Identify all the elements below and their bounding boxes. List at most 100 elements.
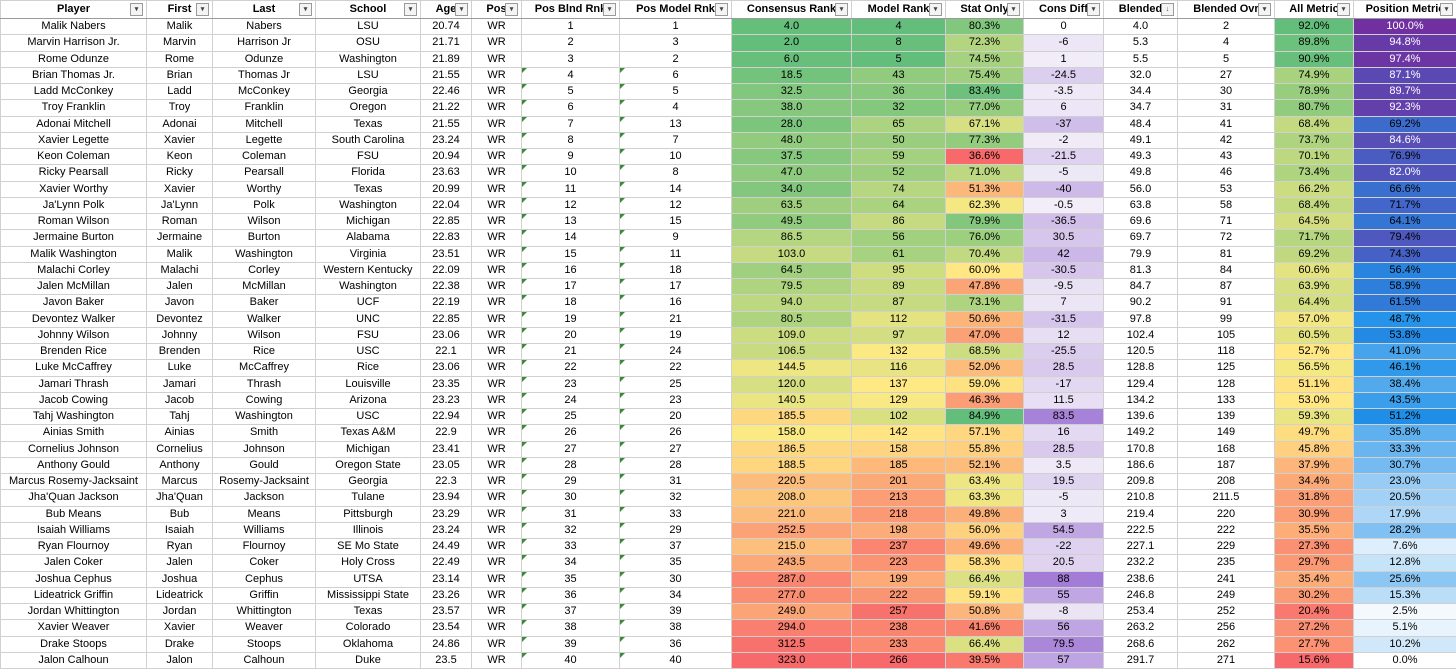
cell-position-metric[interactable]: 97.4% (1353, 50, 1456, 68)
cell-stat-only[interactable]: 70.4% (945, 245, 1024, 263)
cell-pos[interactable]: WR (471, 212, 522, 231)
cell-model-rank[interactable]: 97 (851, 326, 946, 345)
cell-consensus-rank[interactable]: 109.0 (731, 326, 852, 345)
cell-all-metric[interactable]: 49.7% (1274, 424, 1354, 442)
cell-consensus-rank[interactable]: 221.0 (731, 505, 852, 523)
column-header-all-metric[interactable]: All Metric ▾ (1274, 0, 1354, 19)
cell-consensus-rank[interactable]: 64.5 (731, 261, 852, 280)
cell-blended-ovr[interactable]: 208 (1177, 472, 1275, 491)
cell-school[interactable]: OSU (315, 34, 421, 52)
cell-player[interactable]: Isaiah Williams (0, 521, 147, 540)
cell-pos[interactable]: WR (471, 424, 522, 442)
cell-age[interactable]: 22.04 (420, 196, 472, 215)
cell-blended-ovr[interactable]: 271 (1177, 651, 1275, 669)
cell-model-rank[interactable]: 86 (851, 212, 946, 231)
cell-last[interactable]: Flournoy (212, 537, 316, 556)
cell-cons-diff[interactable]: 1 (1023, 50, 1104, 68)
cell-cons-diff[interactable]: -40 (1023, 180, 1104, 198)
cell-first[interactable]: Xavier (146, 180, 213, 198)
cell-cons-diff[interactable]: -24.5 (1023, 66, 1104, 85)
cell-pos-model-rnk[interactable]: 2 (619, 50, 732, 68)
cell-consensus-rank[interactable]: 208.0 (731, 489, 852, 507)
cell-first[interactable]: Devontez (146, 310, 213, 328)
cell-position-metric[interactable]: 30.7% (1353, 456, 1456, 475)
cell-first[interactable]: Jha'Quan (146, 489, 213, 507)
cell-pos-model-rnk[interactable]: 39 (619, 602, 732, 621)
cell-last[interactable]: McMillan (212, 277, 316, 296)
cell-stat-only[interactable]: 52.0% (945, 359, 1024, 377)
cell-consensus-rank[interactable]: 32.5 (731, 82, 852, 101)
filter-dropdown-icon[interactable]: ▾ (1007, 3, 1020, 16)
cell-player[interactable]: Marvin Harrison Jr. (0, 34, 147, 52)
cell-age[interactable]: 23.51 (420, 245, 472, 263)
cell-pos-blnd-rnk[interactable]: 37 (521, 602, 620, 621)
cell-position-metric[interactable]: 82.0% (1353, 164, 1456, 182)
cell-school[interactable]: Washington (315, 50, 421, 68)
cell-pos-model-rnk[interactable]: 40 (619, 651, 732, 669)
cell-position-metric[interactable]: 28.2% (1353, 521, 1456, 540)
cell-first[interactable]: Lideatrick (146, 586, 213, 605)
cell-model-rank[interactable]: 61 (851, 245, 946, 263)
cell-player[interactable]: Rome Odunze (0, 50, 147, 68)
cell-last[interactable]: Coker (212, 554, 316, 572)
cell-stat-only[interactable]: 49.8% (945, 505, 1024, 523)
cell-position-metric[interactable]: 35.8% (1353, 424, 1456, 442)
cell-last[interactable]: Cowing (212, 391, 316, 410)
cell-pos-blnd-rnk[interactable]: 2 (521, 34, 620, 52)
cell-blended-ovr[interactable]: 105 (1177, 326, 1275, 345)
column-header-cons-diff[interactable]: Cons Diff ▾ (1023, 0, 1104, 19)
cell-school[interactable]: Mississippi State (315, 586, 421, 605)
cell-cons-diff[interactable]: -5 (1023, 164, 1104, 182)
cell-model-rank[interactable]: 65 (851, 115, 946, 133)
cell-blended-ovr[interactable]: 168 (1177, 440, 1275, 458)
filter-dropdown-icon[interactable]: ▾ (835, 3, 848, 16)
cell-stat-only[interactable]: 47.8% (945, 277, 1024, 296)
cell-blended-ovr[interactable]: 235 (1177, 554, 1275, 572)
cell-last[interactable]: McCaffrey (212, 359, 316, 377)
cell-pos[interactable]: WR (471, 115, 522, 133)
cell-age[interactable]: 23.54 (420, 619, 472, 637)
cell-pos-blnd-rnk[interactable]: 40 (521, 651, 620, 669)
cell-pos-model-rnk[interactable]: 5 (619, 82, 732, 101)
cell-blended[interactable]: 49.8 (1103, 164, 1178, 182)
cell-school[interactable]: SE Mo State (315, 537, 421, 556)
cell-first[interactable]: Marvin (146, 34, 213, 52)
cell-blended[interactable]: 4.0 (1103, 17, 1178, 36)
cell-position-metric[interactable]: 51.2% (1353, 407, 1456, 426)
cell-position-metric[interactable]: 100.0% (1353, 17, 1456, 36)
cell-first[interactable]: Adonai (146, 115, 213, 133)
cell-blended[interactable]: 232.2 (1103, 554, 1178, 572)
cell-blended-ovr[interactable]: 53 (1177, 180, 1275, 198)
cell-first[interactable]: Rome (146, 50, 213, 68)
cell-last[interactable]: Wilson (212, 326, 316, 345)
cell-blended[interactable]: 210.8 (1103, 489, 1178, 507)
cell-blended-ovr[interactable]: 211.5 (1177, 489, 1275, 507)
cell-age[interactable]: 22.09 (420, 261, 472, 280)
cell-last[interactable]: Washington (212, 407, 316, 426)
cell-player[interactable]: Lideatrick Griffin (0, 586, 147, 605)
cell-consensus-rank[interactable]: 215.0 (731, 537, 852, 556)
cell-stat-only[interactable]: 55.8% (945, 440, 1024, 458)
cell-pos-model-rnk[interactable]: 38 (619, 619, 732, 637)
cell-last[interactable]: McConkey (212, 82, 316, 101)
cell-first[interactable]: Anthony (146, 456, 213, 475)
cell-age[interactable]: 23.06 (420, 326, 472, 345)
cell-pos[interactable]: WR (471, 391, 522, 410)
cell-stat-only[interactable]: 57.1% (945, 424, 1024, 442)
cell-stat-only[interactable]: 74.5% (945, 50, 1024, 68)
cell-cons-diff[interactable]: -0.5 (1023, 196, 1104, 215)
cell-first[interactable]: Bub (146, 505, 213, 523)
cell-blended[interactable]: 34.4 (1103, 82, 1178, 101)
cell-pos[interactable]: WR (471, 521, 522, 540)
cell-last[interactable]: Coleman (212, 147, 316, 166)
cell-consensus-rank[interactable]: 243.5 (731, 554, 852, 572)
cell-stat-only[interactable]: 52.1% (945, 456, 1024, 475)
cell-cons-diff[interactable]: -22 (1023, 537, 1104, 556)
cell-cons-diff[interactable]: 20.5 (1023, 554, 1104, 572)
cell-all-metric[interactable]: 31.8% (1274, 489, 1354, 507)
cell-consensus-rank[interactable]: 4.0 (731, 17, 852, 36)
cell-cons-diff[interactable]: 16 (1023, 424, 1104, 442)
cell-pos-blnd-rnk[interactable]: 34 (521, 554, 620, 572)
cell-first[interactable]: Jamari (146, 375, 213, 393)
cell-player[interactable]: Jermaine Burton (0, 229, 147, 247)
